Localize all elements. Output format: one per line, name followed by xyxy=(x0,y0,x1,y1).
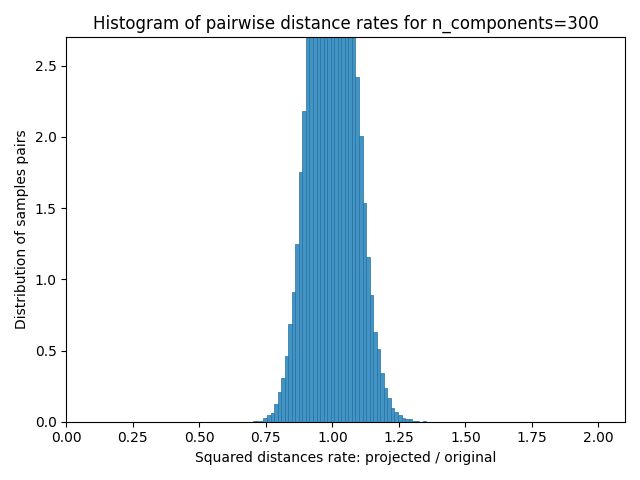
Bar xyxy=(377,349,380,422)
Bar xyxy=(373,332,377,422)
Bar xyxy=(348,0,352,422)
Bar xyxy=(345,0,348,422)
Bar xyxy=(398,415,401,422)
Bar xyxy=(331,0,334,422)
Bar xyxy=(370,295,373,422)
Bar xyxy=(271,413,274,422)
Bar xyxy=(380,372,384,422)
Bar xyxy=(317,0,320,422)
Bar xyxy=(288,324,292,422)
Bar xyxy=(338,0,341,422)
Bar xyxy=(387,397,391,422)
Bar xyxy=(281,378,285,422)
Bar xyxy=(299,172,302,422)
Y-axis label: Distribution of samples pairs: Distribution of samples pairs xyxy=(15,130,29,329)
Bar xyxy=(310,0,313,422)
Bar xyxy=(320,0,324,422)
Bar xyxy=(408,419,412,422)
Bar xyxy=(327,0,331,422)
Bar xyxy=(394,412,398,422)
Bar xyxy=(359,136,363,422)
Bar xyxy=(352,16,355,422)
Bar xyxy=(260,420,264,422)
Bar xyxy=(405,420,408,422)
Bar xyxy=(412,421,416,422)
Bar xyxy=(257,421,260,422)
Bar xyxy=(274,404,278,422)
X-axis label: Squared distances rate: projected / original: Squared distances rate: projected / orig… xyxy=(195,451,497,465)
Bar xyxy=(302,110,306,422)
Bar xyxy=(384,388,387,422)
Bar xyxy=(306,35,310,422)
Bar xyxy=(264,419,267,422)
Bar xyxy=(295,243,299,422)
Bar xyxy=(416,421,419,422)
Bar xyxy=(341,0,345,422)
Bar xyxy=(391,408,394,422)
Bar xyxy=(292,292,295,422)
Bar xyxy=(355,77,359,422)
Bar xyxy=(324,0,327,422)
Bar xyxy=(278,393,281,422)
Title: Histogram of pairwise distance rates for n_components=300: Histogram of pairwise distance rates for… xyxy=(93,15,598,33)
Bar xyxy=(313,0,317,422)
Bar xyxy=(285,356,288,422)
Bar xyxy=(334,0,338,422)
Bar xyxy=(363,203,366,422)
Bar xyxy=(267,415,271,422)
Bar xyxy=(401,418,405,422)
Bar xyxy=(366,257,370,422)
